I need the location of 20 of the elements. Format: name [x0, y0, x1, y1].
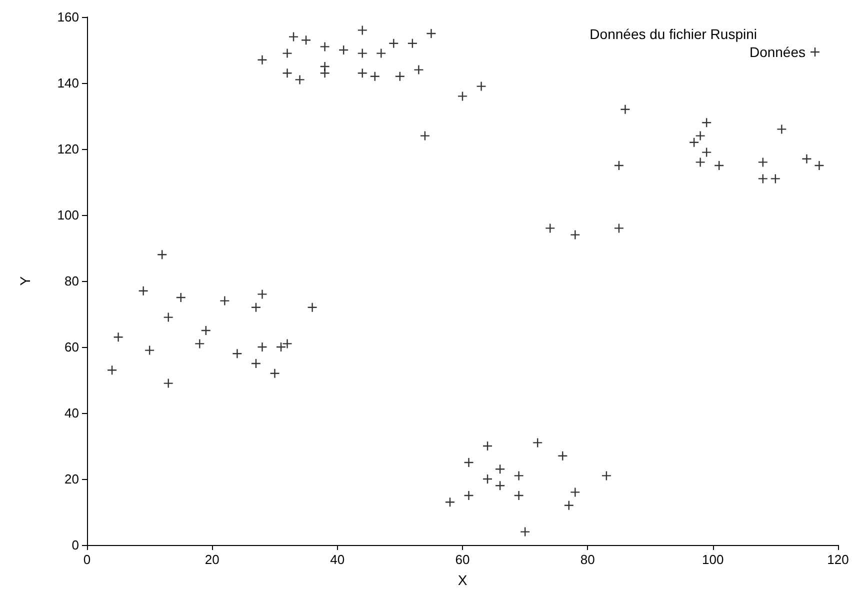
x-tick-label: 60 — [455, 552, 470, 567]
x-tick-label: 0 — [83, 552, 91, 567]
legend-title: Données du fichier Ruspini — [590, 26, 758, 42]
x-tick-label: 80 — [580, 552, 595, 567]
y-tick-label: 20 — [64, 472, 79, 486]
y-tick-label: 100 — [57, 208, 79, 222]
y-tick-label: 160 — [57, 10, 79, 24]
y-tick-label: 0 — [72, 538, 79, 552]
x-tick-label: 120 — [827, 552, 849, 567]
x-axis-title: X — [458, 572, 468, 588]
y-tick-label: 60 — [64, 340, 79, 354]
y-tick-label: 40 — [64, 406, 79, 420]
y-tick-label: 140 — [57, 76, 79, 90]
y-axis-title: Y — [17, 276, 33, 286]
y-tick-label: 120 — [57, 142, 79, 156]
legend-label: Données — [749, 44, 806, 60]
x-tick-label: 20 — [204, 552, 220, 567]
y-tick-label: 80 — [64, 274, 79, 288]
x-tick-label: 100 — [702, 552, 724, 567]
x-tick-label: 40 — [330, 552, 345, 567]
